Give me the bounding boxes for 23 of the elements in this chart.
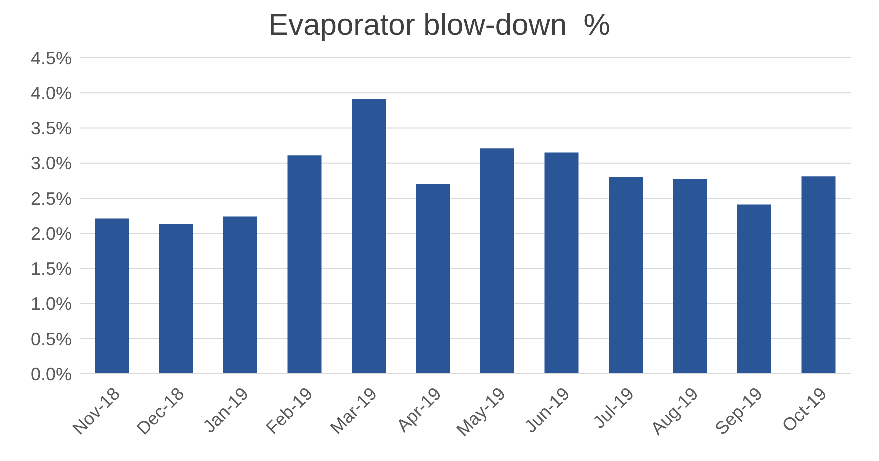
y-tick-label: 1.0% (30, 294, 72, 314)
bar (673, 179, 708, 374)
bar (352, 99, 386, 374)
y-tick-label: 1.5% (30, 259, 72, 280)
bar (802, 176, 836, 374)
bar (480, 148, 514, 374)
bar (738, 204, 772, 374)
y-tick-label: 3.5% (30, 118, 72, 139)
bar (544, 152, 579, 374)
y-tick-label: 0.0% (30, 364, 72, 384)
bar (159, 224, 194, 374)
y-tick-label: 4.0% (30, 84, 72, 104)
y-tick-label: 3.0% (30, 154, 72, 174)
y-tick-label: 2.0% (30, 224, 72, 244)
bar (609, 177, 643, 374)
chart-title: Evaporator blow-down % (268, 8, 612, 44)
bar (95, 218, 129, 374)
bar (288, 156, 322, 374)
y-tick-label: 0.5% (30, 329, 72, 350)
bar (416, 184, 450, 374)
y-tick-label: 2.5% (30, 188, 72, 209)
y-tick-label: 4.5% (30, 48, 72, 68)
bar (224, 216, 258, 374)
